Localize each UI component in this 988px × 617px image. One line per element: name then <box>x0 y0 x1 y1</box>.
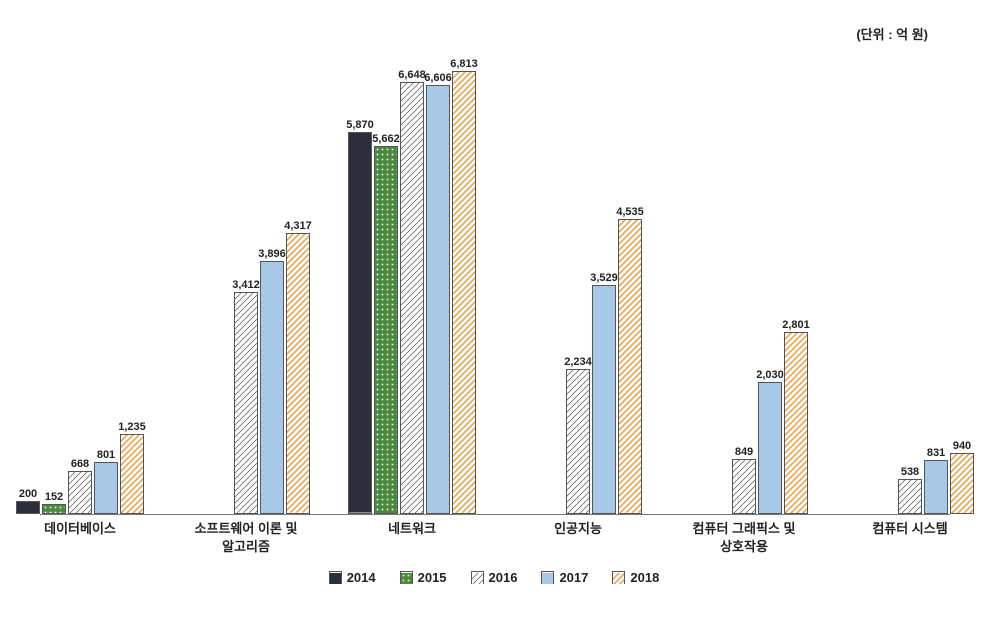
category-label: 네트워크 <box>329 514 495 538</box>
bar: 200 <box>16 501 40 514</box>
legend-item: 2015 <box>400 570 447 585</box>
bar-group: 2,2343,5294,535인공지능 <box>514 60 642 514</box>
category-label: 컴퓨터 그래픽스 및상호작용 <box>661 514 827 555</box>
chart-container: (단위 : 억 원) 2001526688011,235데이터베이스3,4123… <box>0 0 988 617</box>
category-label: 데이터베이스 <box>0 514 163 538</box>
bar: 6,648 <box>400 82 424 514</box>
bar: 831 <box>924 460 948 514</box>
bar-group: 538831940컴퓨터 시스템 <box>846 60 974 514</box>
bar: 2,030 <box>758 382 782 514</box>
bar: 6,813 <box>452 71 476 514</box>
bar: 5,662 <box>374 146 398 514</box>
bar: 668 <box>68 471 92 514</box>
bar-value-label: 940 <box>953 440 971 454</box>
legend-swatch <box>541 571 554 584</box>
legend-item: 2017 <box>541 570 588 585</box>
bar-value-label: 3,412 <box>232 279 260 293</box>
bar-value-label: 6,648 <box>398 69 426 83</box>
bar-value-label: 6,813 <box>450 58 478 72</box>
bar-value-label: 801 <box>97 449 115 463</box>
category-label: 컴퓨터 시스템 <box>827 514 988 538</box>
legend-label: 2018 <box>630 570 659 585</box>
bar: 2,801 <box>784 332 808 514</box>
bar: 1,235 <box>120 434 144 514</box>
bar-group: 8492,0302,801컴퓨터 그래픽스 및상호작용 <box>680 60 808 514</box>
category-label: 인공지능 <box>495 514 661 538</box>
legend-item: 2014 <box>329 570 376 585</box>
bar-value-label: 4,535 <box>616 206 644 220</box>
legend-swatch <box>612 571 625 584</box>
bar-value-label: 849 <box>735 446 753 460</box>
legend-label: 2015 <box>418 570 447 585</box>
bar-value-label: 668 <box>71 458 89 472</box>
bar-value-label: 200 <box>19 488 37 502</box>
bar: 801 <box>94 462 118 514</box>
bar: 2,234 <box>566 369 590 514</box>
bar: 4,535 <box>618 219 642 514</box>
bar-value-label: 3,529 <box>590 272 618 286</box>
bar: 3,896 <box>260 261 284 514</box>
legend: 2014 2015 2016 2017 2018 <box>0 570 988 585</box>
bar: 3,529 <box>592 285 616 514</box>
bar-value-label: 3,896 <box>258 248 286 262</box>
unit-label: (단위 : 억 원) <box>856 24 928 43</box>
bar-value-label: 4,317 <box>284 220 312 234</box>
bar: 849 <box>732 459 756 514</box>
bar-value-label: 5,662 <box>372 133 400 147</box>
plot-area: 2001526688011,235데이터베이스3,4123,8964,317소프… <box>40 60 950 515</box>
category-label: 소프트웨어 이론 및알고리즘 <box>163 514 329 555</box>
bar: 6,606 <box>426 85 450 514</box>
bar: 538 <box>898 479 922 514</box>
bar-value-label: 538 <box>901 466 919 480</box>
bar: 152 <box>42 504 66 514</box>
legend-item: 2018 <box>612 570 659 585</box>
legend-item: 2016 <box>471 570 518 585</box>
bar: 3,412 <box>234 292 258 514</box>
bar-group: 3,4123,8964,317소프트웨어 이론 및알고리즘 <box>182 60 310 514</box>
legend-label: 2014 <box>347 570 376 585</box>
legend-swatch <box>329 571 342 584</box>
bar: 4,317 <box>286 233 310 514</box>
bar: 940 <box>950 453 974 514</box>
bar-group: 5,8705,6626,6486,6066,813네트워크 <box>348 60 476 514</box>
bar-value-label: 831 <box>927 447 945 461</box>
bar-value-label: 5,870 <box>346 119 374 133</box>
bar: 5,870 <box>348 132 372 514</box>
bar-value-label: 6,606 <box>424 72 452 86</box>
legend-swatch <box>471 571 484 584</box>
bar-value-label: 2,234 <box>564 356 592 370</box>
legend-swatch <box>400 571 413 584</box>
bar-group: 2001526688011,235데이터베이스 <box>16 60 144 514</box>
bar-value-label: 2,030 <box>756 369 784 383</box>
bar-value-label: 1,235 <box>118 421 146 435</box>
legend-label: 2016 <box>489 570 518 585</box>
legend-label: 2017 <box>559 570 588 585</box>
bar-value-label: 2,801 <box>782 319 810 333</box>
bar-value-label: 152 <box>45 491 63 505</box>
